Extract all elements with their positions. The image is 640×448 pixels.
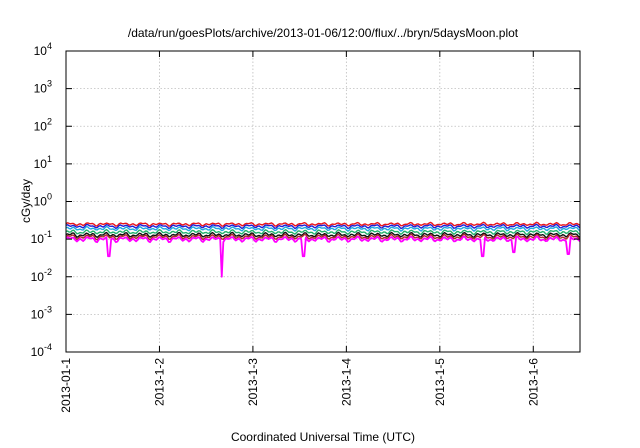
series-group: [65, 221, 581, 278]
y-axis-label: cGy/day: [19, 179, 33, 223]
y-tick-label: 10-4: [31, 342, 52, 359]
series-line-2: [65, 223, 581, 230]
series-line-1: [65, 221, 581, 227]
x-tick-label: 2013-1-4: [339, 358, 353, 406]
series-line-4: [65, 228, 581, 236]
x-tick-label: 2013-01-1: [59, 358, 73, 413]
x-axis: 2013-01-1 2013-1-2 2013-1-3 2013-1-4 2013-1-…: [59, 51, 540, 413]
y-axis: 10-4 10-3 10-2 10-1 100 101 102 103 104: [31, 41, 580, 359]
y-tick-label: 101: [34, 154, 52, 171]
y-tick-label: 10-1: [31, 229, 52, 246]
series-line-7: [65, 235, 581, 278]
series-line-6: [65, 233, 581, 241]
x-tick-label: 2013-1-2: [152, 358, 166, 406]
y-tick-label: 10-2: [31, 267, 52, 284]
y-tick-label: 100: [34, 192, 52, 209]
series-line-3: [65, 225, 581, 232]
x-tick-label: 2013-1-3: [246, 358, 260, 406]
x-axis-label: Coordinated Universal Time (UTC): [231, 430, 415, 444]
chart-title: /data/run/goesPlots/archive/2013-01-06/1…: [128, 26, 519, 40]
x-tick-label: 2013-1-5: [433, 358, 447, 406]
series-line-5: [65, 231, 581, 239]
y-tick-label: 103: [34, 79, 52, 96]
y-tick-label: 10-3: [31, 304, 52, 321]
x-tick-label: 2013-1-6: [526, 358, 540, 406]
y-tick-label: 102: [34, 116, 52, 133]
y-tick-label: 104: [34, 41, 52, 58]
